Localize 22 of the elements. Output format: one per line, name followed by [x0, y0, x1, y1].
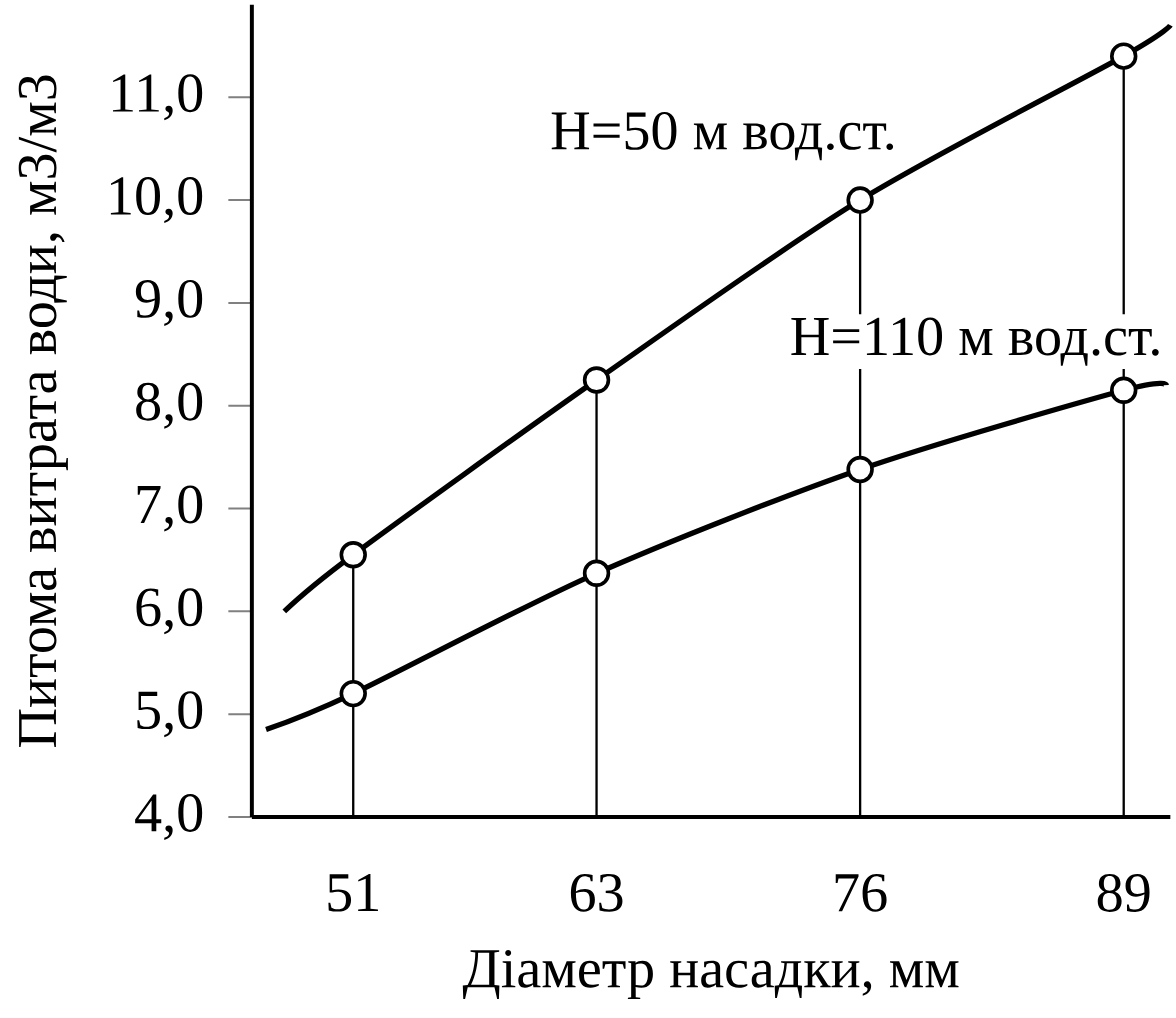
y-tick-label: 5,0	[137, 691, 203, 738]
point	[846, 455, 874, 484]
x-tick-label: 63	[570, 874, 623, 912]
series-label: H=110 м вод.ст.	[791, 317, 1159, 366]
x-tick-label: 89	[1097, 874, 1150, 912]
y-tick-label: 11,0	[112, 74, 203, 121]
x-tick-label: 76	[835, 874, 887, 912]
y-tick-label: 6,0	[136, 588, 203, 635]
y-tick-label: 9,0	[135, 279, 203, 326]
y-tick-label: 8,0	[136, 382, 203, 429]
y-tick-label: 4,0	[135, 794, 203, 841]
point	[339, 541, 367, 569]
x-tick-label: 51	[328, 874, 378, 912]
y-axis-title: Питома витрата води, м3/м3	[18, 75, 68, 747]
point	[339, 679, 367, 708]
point	[846, 186, 874, 214]
y-tick-label: 7,0	[137, 485, 203, 532]
series-label: H=50 м вод.ст.	[551, 111, 894, 161]
y-tick-label: 10,0	[110, 177, 203, 224]
point	[582, 366, 611, 394]
point	[582, 559, 611, 588]
x-axis-title: Діаметр насадки, мм	[462, 950, 959, 1000]
